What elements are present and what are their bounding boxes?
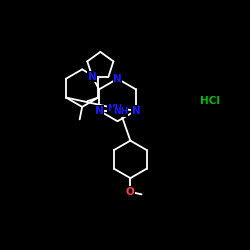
Text: N: N: [113, 74, 122, 84]
Text: NH: NH: [113, 108, 128, 116]
Text: N: N: [132, 106, 140, 116]
Text: N: N: [95, 106, 104, 116]
Text: N: N: [88, 72, 97, 82]
Text: NH: NH: [107, 104, 122, 113]
Text: O: O: [126, 187, 135, 197]
Text: HCl: HCl: [200, 96, 220, 106]
